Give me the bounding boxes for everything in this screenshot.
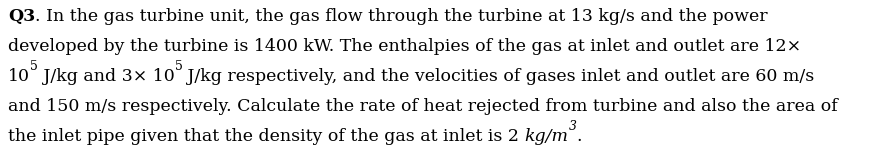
Text: and 150 m/s respectively. Calculate the rate of heat rejected from turbine and a: and 150 m/s respectively. Calculate the … <box>8 98 838 115</box>
Text: 3: 3 <box>569 120 577 133</box>
Text: 5: 5 <box>175 60 182 73</box>
Text: kg/m: kg/m <box>524 128 569 145</box>
Text: developed by the turbine is 1400 kW. The enthalpies of the gas at inlet and outl: developed by the turbine is 1400 kW. The… <box>8 38 801 55</box>
Text: 5: 5 <box>30 60 38 73</box>
Text: 10: 10 <box>8 68 30 85</box>
Text: J/kg and 3× 10: J/kg and 3× 10 <box>38 68 175 85</box>
Text: Q3: Q3 <box>8 8 35 25</box>
Text: .: . <box>577 128 582 145</box>
Text: J/kg respectively, and the velocities of gases inlet and outlet are 60 m/s: J/kg respectively, and the velocities of… <box>182 68 814 85</box>
Text: . In the gas turbine unit, the gas flow through the turbine at 13 kg/s and the p: . In the gas turbine unit, the gas flow … <box>35 8 768 25</box>
Text: the inlet pipe given that the density of the gas at inlet is 2: the inlet pipe given that the density of… <box>8 128 524 145</box>
